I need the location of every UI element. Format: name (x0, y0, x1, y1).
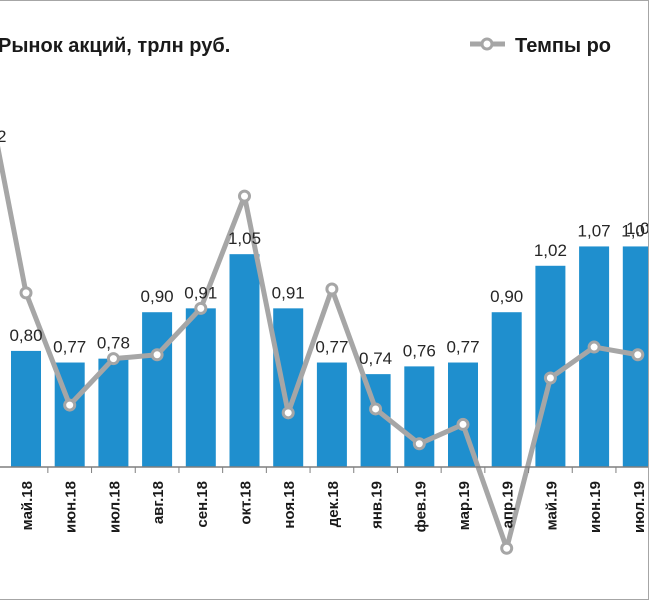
legend-line-marker (480, 37, 494, 51)
x-tick-label: дек.18 (325, 481, 342, 527)
bar-окт.18 (229, 254, 260, 467)
bar-value-label: 0,77 (446, 338, 479, 357)
bar-value-label: 1,05 (228, 229, 261, 248)
legend-bars-label: Рынок акций, трлн руб. (0, 35, 230, 57)
bar-май.19 (535, 265, 566, 467)
bar-value-label: 0,80 (9, 326, 42, 345)
bar-value-label: 0,76 (403, 341, 436, 360)
bar-апр.19 (491, 312, 522, 467)
x-tick-label: апр.19 (500, 481, 517, 528)
line-point-апр.19 (500, 541, 514, 555)
line-point-май.19 (543, 371, 557, 385)
growth-line (0, 145, 639, 551)
x-tick-label: сен.18 (194, 481, 211, 528)
bar-июл.18 (98, 358, 129, 467)
bar-value-label: 0,77 (53, 338, 86, 357)
line-layer (0, 145, 645, 555)
legend-line-label: Темпы ро (515, 35, 611, 57)
line-point-июл.18 (106, 352, 120, 366)
bar-value-label: 0,91 (272, 283, 305, 302)
x-tick-label: ноя.18 (281, 481, 298, 529)
x-tick-label: янв.19 (369, 481, 386, 529)
bar-сен.18 (185, 308, 216, 467)
x-tick-label: окт.18 (238, 481, 255, 525)
line-point-окт.18 (238, 189, 251, 203)
bar-value-label: 0,77 (315, 338, 348, 357)
x-tick-label: июн.18 (63, 481, 80, 533)
edge-label-right: 1,07 (626, 219, 649, 238)
bar-value-label: 0,90 (141, 287, 174, 306)
legend: Рынок акций, трлн руб. Темпы ро (0, 35, 611, 57)
bar-value-label: 0,90 (490, 287, 523, 306)
line-point-фев.19 (412, 437, 426, 451)
x-tick-label: май.18 (19, 481, 36, 530)
bar-value-label: 1,07 (578, 221, 611, 240)
bar-янв.19 (360, 374, 391, 467)
line-point-мар.19 (456, 417, 470, 431)
bar-value-label: 1,07 (621, 221, 649, 240)
x-tick-label: июл.19 (631, 481, 648, 533)
line-point-июл.19 (631, 348, 645, 362)
bar-дек.18 (316, 362, 347, 467)
bars-layer (11, 246, 648, 467)
bar-фев.19 (404, 366, 435, 467)
x-tick-label: май.19 (543, 481, 560, 530)
x-tick-label: июн.19 (587, 481, 604, 533)
edge-label-left: 2 (0, 127, 6, 146)
labels-layer: 0,80 0,77 0,78 0,90 0,91 1,05 0,91 0,77 0,74 0,76… (0, 127, 649, 368)
line-point-май.18 (19, 286, 33, 300)
line-point-июн.18 (63, 398, 77, 412)
x-tick-label: июл.18 (106, 481, 123, 533)
bar-май.18 (11, 350, 41, 467)
ticks-layer: май.18 июн.18 июл.18 авг.18 сен.18 окт.18 ноя.… (19, 467, 648, 533)
bar-value-label: 1,02 (534, 241, 567, 260)
line-point-сен.18 (194, 301, 208, 315)
bar-value-label: 0,74 (359, 349, 392, 368)
line-point-ноя.18 (281, 406, 295, 420)
line-point-авг.18 (150, 348, 164, 362)
bar-value-label: 0,78 (97, 334, 130, 353)
line-point-янв.19 (369, 402, 383, 416)
line-point-июн.19 (587, 340, 601, 354)
x-tick-label: мар.19 (456, 481, 473, 530)
bar-value-label: 0,91 (184, 283, 217, 302)
line-point-дек.18 (325, 282, 339, 296)
x-tick-label: авг.18 (150, 481, 167, 524)
x-tick-label: фев.19 (412, 481, 429, 532)
bar-авг.18 (142, 312, 173, 467)
